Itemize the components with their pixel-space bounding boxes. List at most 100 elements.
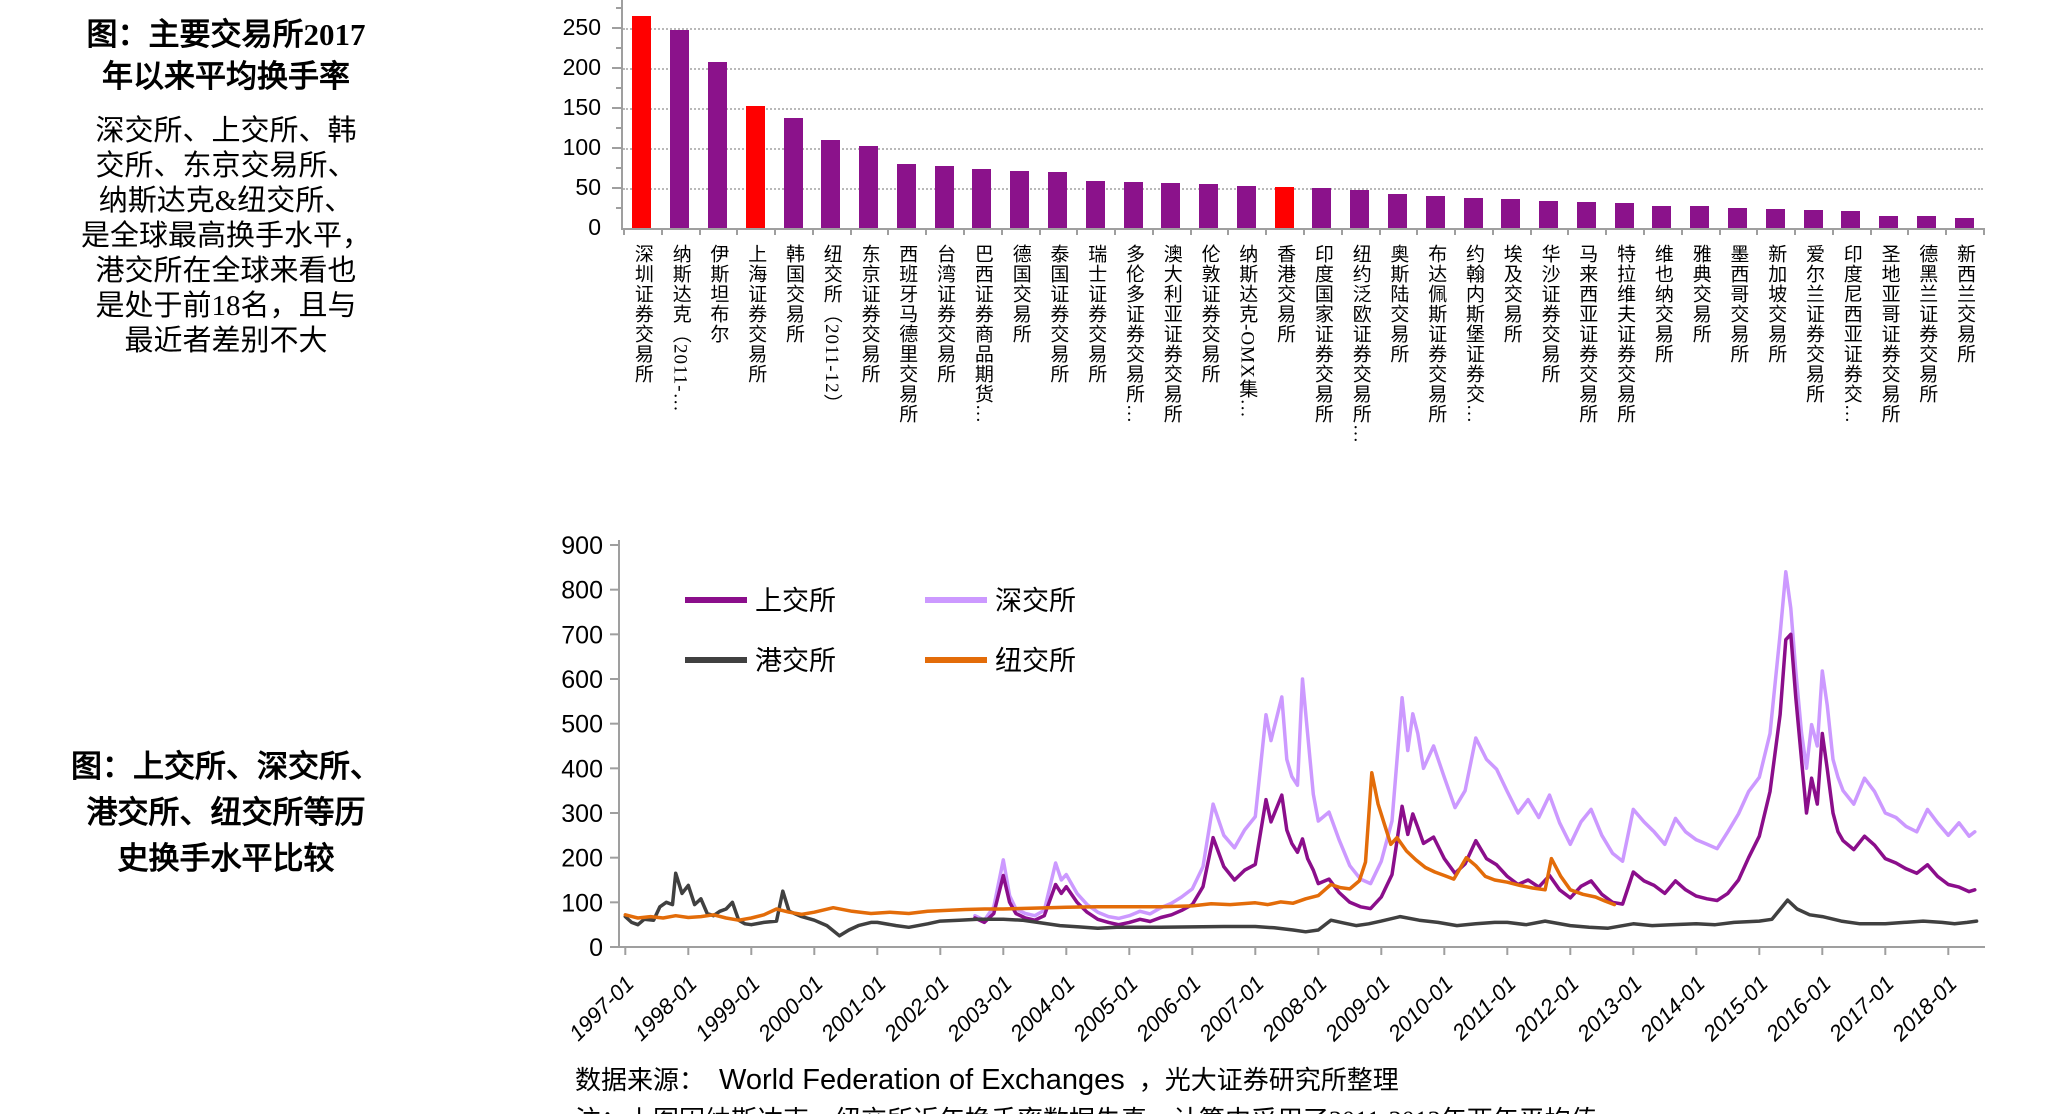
bar-label: 约翰内斯堡证券交…: [1463, 244, 1484, 424]
bar: [1576, 202, 1596, 228]
x-tick: [660, 228, 663, 235]
bar-label: 巴西证券商品期货…: [971, 244, 993, 424]
bar-label: 雅典交易所: [1689, 244, 1711, 344]
caption-top-title-line: 年以来平均换手率: [102, 59, 350, 94]
bar: [1879, 216, 1899, 228]
bar-label: 泰国证券交易所: [1047, 244, 1069, 384]
gridline: [623, 108, 1983, 110]
bar: [1425, 196, 1445, 228]
bar: [859, 145, 879, 228]
data-source-suffix: ，光大证券研究所整理: [1138, 1066, 1399, 1095]
bar-label: 纽约泛欧证券交易所…: [1349, 244, 1371, 444]
y-axis-label: 0: [589, 934, 603, 962]
bar: [1765, 208, 1785, 228]
x-tick: [1303, 228, 1305, 235]
bar-label: 布达佩斯证券交易所: [1425, 244, 1447, 424]
bar: [821, 140, 841, 228]
bar: [1047, 172, 1067, 228]
x-tick: [1227, 228, 1230, 235]
bar: [1803, 209, 1823, 228]
x-axis-label: 1997-01: [564, 971, 639, 1046]
x-axis-label: 2016-01: [1760, 971, 1835, 1046]
y-axis-label: 300: [561, 800, 603, 828]
bar: [1387, 194, 1407, 228]
bar-label: 伊斯坦布尔: [707, 244, 729, 344]
bar: [896, 164, 916, 228]
y-axis-label: 200: [562, 54, 601, 80]
x-tick: [1718, 228, 1721, 235]
x-axis-label: 2003-01: [941, 971, 1016, 1046]
bar: [745, 106, 765, 228]
y-tick: [612, 187, 621, 189]
y-tick: [612, 67, 621, 69]
bar: [1614, 203, 1634, 228]
gridline: [623, 148, 1983, 150]
x-tick: [849, 228, 852, 235]
series-line-shenzhen: [973, 570, 1977, 922]
x-tick: [774, 228, 777, 235]
caption-top: 图：主要交易所2017 年以来平均换手率 深交所、上交所、韩 交所、东京交易所、…: [28, 14, 424, 359]
bar-label: 伦敦证券交易所: [1198, 244, 1220, 384]
y-axis-label: 100: [562, 134, 601, 160]
bar: [1727, 208, 1747, 228]
bar-label: 纽交所（2011-12）: [820, 244, 842, 414]
x-tick: [1416, 228, 1419, 235]
bar-label: 纳斯达克-OMX集…: [1236, 244, 1258, 419]
spacer: [28, 98, 424, 114]
bar: [1954, 217, 1974, 228]
x-axis-label: 2014-01: [1634, 971, 1709, 1046]
caption-top-body-line: 是处于前18名，且与: [95, 290, 357, 322]
bar: [1501, 199, 1521, 228]
y-axis-label: 250: [562, 14, 601, 40]
bar: [934, 166, 954, 228]
x-tick: [887, 228, 890, 235]
legend-label: 纽交所: [995, 646, 1076, 676]
y-axis-label: 150: [562, 94, 601, 120]
bar-label: 多伦多证券交易所…: [1123, 244, 1144, 424]
x-axis-label: 2004-01: [1004, 971, 1079, 1046]
bar: [1690, 206, 1710, 228]
x-tick: [1340, 228, 1343, 235]
x-tick: [1605, 228, 1608, 235]
bar-label: 爱尔兰证券交易所: [1803, 244, 1824, 404]
caption-top-body-line: 港交所在全球来看也: [95, 255, 357, 287]
x-tick: [1000, 228, 1003, 235]
caption-bottom-title-line: 图：上交所、深交所、: [71, 749, 381, 784]
x-tick: [925, 228, 928, 235]
legend-label: 深交所: [995, 586, 1076, 616]
footnote-line: 注：上图因纳斯达克、纽交所近年换手率数据失真，计算中采用了2011-2012年两…: [575, 1100, 1597, 1114]
x-axis-label: 1999-01: [690, 971, 765, 1046]
x-tick: [698, 228, 701, 235]
bar-label: 维也纳交易所: [1651, 244, 1673, 364]
bar-label: 深圳证券交易所: [631, 244, 653, 384]
y-tick: [616, 207, 621, 209]
x-tick: [1454, 228, 1457, 235]
x-tick: [736, 228, 739, 235]
bar: [1199, 184, 1219, 228]
bar: [1916, 216, 1936, 228]
x-axis-label: 2010-01: [1382, 971, 1457, 1046]
x-tick: [811, 228, 814, 235]
y-axis-label: 900: [561, 532, 603, 560]
series-line-nyse: [623, 771, 1617, 922]
bar: [1123, 181, 1143, 228]
x-tick: [1189, 228, 1192, 235]
bar-label: 香港交易所: [1274, 244, 1296, 344]
x-tick: [1680, 228, 1683, 235]
y-tick: [616, 47, 621, 49]
x-axis-label: 2012-01: [1508, 971, 1583, 1046]
x-tick: [1114, 228, 1117, 235]
bar-label: 印度国家证券交易所: [1311, 244, 1333, 424]
caption-top-title-line: 图：主要交易所2017: [86, 17, 366, 52]
caption-bottom: 图：上交所、深交所、 港交所、纽交所等历 史换手水平比较: [28, 744, 424, 882]
y-axis-label: 500: [561, 711, 603, 739]
x-tick: [1983, 228, 1985, 235]
x-tick: [1945, 228, 1948, 235]
bar-label: 台湾证券交易所: [934, 244, 956, 384]
bar-label: 纳斯达克（2011-…: [669, 244, 691, 413]
x-axis-label: 2002-01: [878, 971, 953, 1046]
x-axis-label: 2015-01: [1697, 971, 1772, 1046]
bar-label: 上海证券交易所: [745, 244, 767, 384]
bar: [1841, 211, 1861, 228]
